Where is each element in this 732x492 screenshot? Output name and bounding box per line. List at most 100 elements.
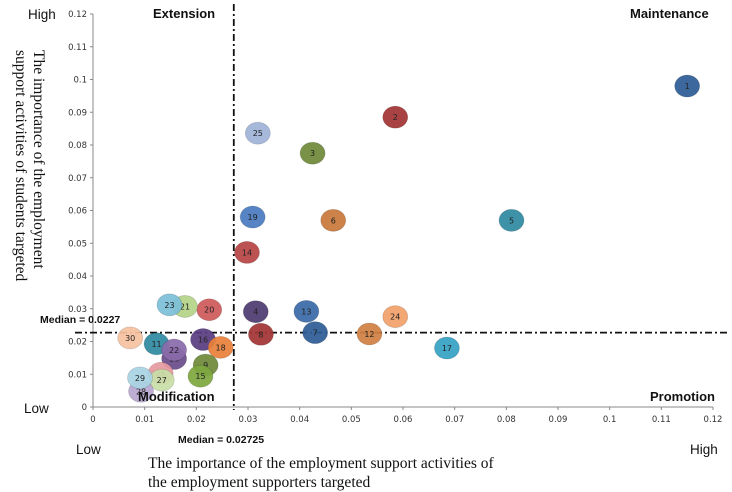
x-axis-title-line-1: The importance of the employment support…	[148, 455, 494, 472]
point-label: 17	[442, 344, 452, 353]
quadrant-modification: Modification	[138, 389, 215, 404]
point-label: 8	[258, 330, 263, 339]
point-marker	[234, 241, 260, 264]
data-point-6: 6	[320, 208, 347, 232]
x-tick-label: 0.11	[652, 415, 671, 425]
data-point-4: 4	[242, 300, 269, 324]
x-tick-label: 0	[90, 415, 95, 425]
point-label: 3	[310, 149, 315, 158]
point-marker	[127, 366, 153, 390]
point-label: 20	[204, 306, 214, 315]
y-tick-labels: 0 0.01 0.02 0.03 0.04 0.05 0.06 0.07 0.08 0.09 0.1…	[68, 10, 93, 413]
x-tick-label: 0.06	[394, 415, 413, 425]
point-marker	[187, 364, 214, 388]
median-lines	[75, 4, 728, 410]
point-marker	[207, 335, 234, 359]
y-low-label: Low	[24, 401, 49, 416]
point-label: 6	[331, 216, 336, 225]
point-marker	[382, 105, 409, 129]
x-tick-label: 0.07	[445, 415, 464, 425]
data-point-17: 17	[434, 336, 460, 360]
x-axis-title-line-2: the employment supporters targeted	[148, 474, 371, 491]
point-marker	[293, 299, 320, 323]
point-label: 24	[390, 313, 400, 322]
data-point-7: 7	[302, 321, 329, 345]
point-label: 2	[393, 113, 398, 122]
data-point-3: 3	[299, 141, 326, 165]
y-high-label: High	[28, 7, 56, 22]
y-tick-label: 0.03	[68, 305, 87, 315]
data-point-13: 13	[293, 299, 320, 323]
point-marker	[117, 326, 144, 350]
data-point-25: 25	[244, 121, 271, 145]
x-tick-label: 0.04	[290, 415, 309, 425]
x-tick-label: 0.12	[704, 415, 723, 425]
data-point-8: 8	[248, 322, 274, 346]
data-point-22: 22	[161, 338, 188, 362]
point-label: 18	[216, 343, 226, 352]
point-marker	[299, 141, 326, 165]
y-axis-title: The importance of the employment support…	[12, 50, 47, 282]
point-marker	[242, 300, 269, 324]
x-tick-label: 0.02	[187, 415, 206, 425]
point-label: 5	[509, 216, 514, 225]
y-tick-label: 0.02	[68, 338, 87, 348]
data-point-15: 15	[187, 364, 214, 388]
point-label: 16	[198, 336, 208, 345]
point-label: 19	[248, 213, 258, 222]
point-marker	[674, 74, 701, 98]
quadrant-maintenance: Maintenance	[630, 6, 709, 21]
median-y-label: Median = 0.0227	[40, 314, 120, 326]
data-point-5: 5	[498, 208, 525, 232]
point-marker	[156, 293, 183, 317]
y-tick-label: 0.07	[68, 174, 87, 184]
point-label: 23	[164, 301, 174, 310]
point-marker	[244, 121, 271, 145]
x-tick-label: 0.08	[497, 415, 516, 425]
point-label: 25	[253, 129, 263, 138]
point-label: 9	[203, 361, 208, 370]
data-point-1: 1	[674, 74, 701, 98]
x-tick-label: 0.03	[239, 415, 258, 425]
point-label: 7	[313, 329, 318, 338]
data-point-2: 2	[382, 105, 409, 129]
data-points: 1234567891011121314151617181920212223242…	[117, 74, 701, 403]
point-label: 29	[135, 374, 145, 383]
x-tick-label: 0.1	[603, 415, 617, 425]
point-marker	[239, 205, 266, 229]
point-label: 4	[253, 308, 258, 317]
data-point-18: 18	[207, 335, 234, 359]
data-point-24: 24	[382, 305, 409, 329]
y-tick-label: 0.11	[68, 43, 87, 53]
y-tick-label: 0.08	[68, 141, 87, 151]
y-axis-title-line-1: The importance of the employment	[30, 50, 47, 269]
median-x-label: Median = 0.02725	[178, 434, 264, 446]
y-tick-label: 0.12	[68, 10, 87, 20]
data-point-14: 14	[234, 241, 260, 264]
point-marker	[161, 338, 188, 362]
y-axis-title-line-2: support activities of students targeted	[12, 50, 29, 282]
data-point-23: 23	[156, 293, 183, 317]
data-point-27: 27	[148, 368, 175, 392]
point-marker	[498, 208, 525, 232]
data-point-20: 20	[196, 298, 223, 322]
y-tick-label: 0.1	[73, 76, 87, 86]
quadrant-extension: Extension	[153, 6, 215, 21]
point-label: 13	[301, 307, 311, 316]
data-point-30: 30	[117, 326, 144, 350]
y-tick-label: 0.09	[68, 108, 87, 118]
y-tick-label: 0.06	[68, 207, 87, 217]
data-point-19: 19	[239, 205, 266, 229]
point-marker	[320, 208, 347, 232]
x-tick-label: 0.05	[342, 415, 361, 425]
point-label: 11	[151, 340, 161, 349]
x-tick-label: 0.01	[135, 415, 154, 425]
y-tick-label: 0.01	[68, 370, 87, 380]
point-marker	[434, 336, 460, 360]
point-marker	[356, 322, 383, 346]
data-point-29: 29	[127, 366, 153, 390]
point-label: 1	[685, 82, 690, 91]
x-high-label: High	[690, 442, 718, 457]
point-label: 21	[180, 302, 190, 311]
